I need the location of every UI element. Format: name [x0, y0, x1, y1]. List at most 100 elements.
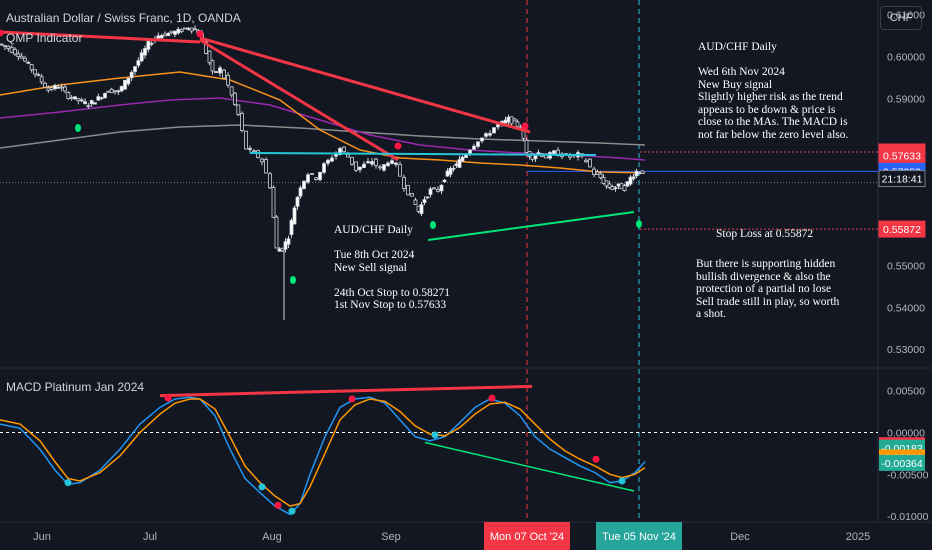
time-tick-label: Aug — [262, 531, 282, 543]
candle — [406, 184, 410, 196]
candle-body — [23, 57, 27, 62]
candle — [143, 45, 147, 59]
candle-body — [289, 219, 294, 235]
candle-body — [136, 60, 141, 66]
candle — [136, 57, 141, 68]
candle — [480, 137, 484, 144]
candle-body — [210, 60, 215, 72]
candle — [436, 186, 440, 193]
candle — [390, 158, 394, 165]
candle — [298, 185, 303, 199]
candle-body — [33, 69, 37, 75]
candle — [595, 169, 600, 175]
candle-body — [93, 102, 97, 105]
candle-body — [496, 124, 500, 128]
candle-body — [292, 207, 297, 225]
currency-button[interactable]: CHF — [880, 6, 922, 30]
candle-body — [476, 141, 480, 147]
candle — [631, 173, 636, 181]
candle-body — [233, 92, 237, 106]
candle-body — [568, 155, 572, 158]
candle-body — [207, 50, 212, 64]
candle — [79, 97, 84, 103]
candle — [119, 85, 124, 93]
sell-signal-marker — [0, 29, 4, 37]
macd-tick-label: 0.00000 — [887, 427, 925, 439]
macd-title[interactable]: MACD Platinum Jan 2024 — [6, 380, 145, 394]
candle-body — [248, 148, 252, 150]
candle — [422, 196, 427, 206]
event-time-label-bg — [484, 522, 570, 550]
candle-body — [126, 77, 131, 85]
candle — [271, 185, 276, 219]
candle-body — [419, 204, 424, 214]
candle-body — [436, 188, 440, 192]
price-tick-label: 0.61000 — [887, 10, 925, 22]
candle-body — [488, 133, 492, 136]
price-label-bg — [878, 220, 926, 238]
candle-body — [214, 71, 218, 73]
candle-body — [622, 185, 627, 191]
candle — [492, 127, 496, 134]
candle — [139, 49, 144, 63]
candle — [83, 98, 87, 105]
candle — [166, 32, 171, 37]
candle — [123, 79, 127, 90]
candle-body — [509, 116, 514, 125]
sell-signal-marker — [196, 30, 204, 38]
candle-body — [394, 162, 398, 165]
event-time-label: Tue 05 Nov '24 — [602, 531, 676, 543]
candle-body — [503, 119, 508, 124]
candle — [289, 218, 294, 238]
candle-body — [382, 164, 386, 171]
candle-body — [3, 45, 7, 48]
candle — [358, 166, 362, 173]
macd-line — [0, 396, 646, 516]
candle — [244, 130, 248, 150]
candle-body — [310, 173, 314, 175]
candle-body — [592, 168, 596, 175]
candle — [210, 59, 215, 75]
candle — [512, 117, 517, 122]
macd-buy-marker — [288, 507, 296, 515]
candle-body — [106, 90, 111, 93]
candle — [354, 161, 358, 173]
candle-body — [298, 187, 303, 197]
macd-sell-marker — [164, 394, 172, 402]
macd-sell-marker — [348, 395, 356, 403]
event-time-label-bg — [596, 522, 682, 550]
candle-body — [425, 196, 430, 199]
indicator-label[interactable]: QMP Indicator — [6, 31, 83, 45]
candle — [584, 158, 588, 164]
macd-signal-line — [0, 398, 646, 507]
candle-body — [173, 30, 177, 35]
candle-body — [26, 61, 31, 64]
candle-body — [113, 90, 117, 93]
candle — [295, 196, 300, 210]
price-tick-label: 0.54000 — [887, 302, 925, 314]
candle-body — [386, 162, 390, 167]
candle — [394, 162, 398, 168]
candle-body — [163, 33, 167, 37]
candle — [457, 155, 462, 168]
candle — [306, 172, 310, 185]
candle — [66, 91, 71, 100]
candle — [524, 137, 529, 153]
candle — [233, 91, 237, 106]
candle — [362, 161, 366, 169]
candle-body — [432, 187, 436, 190]
candle — [398, 161, 402, 177]
time-tick-label: Jun — [33, 531, 51, 543]
candle-body — [378, 166, 382, 169]
macd-buy-marker — [258, 483, 266, 491]
candle-body — [442, 179, 447, 183]
candle — [236, 104, 241, 117]
candle — [33, 69, 37, 78]
candle — [63, 84, 67, 94]
candle-body — [460, 156, 465, 162]
macd-tick-label: -0.00500 — [887, 469, 929, 481]
annotation-stop-loss: Stop Loss at 0.55872 — [716, 228, 814, 240]
candle — [248, 145, 252, 153]
candle-body — [295, 196, 300, 207]
